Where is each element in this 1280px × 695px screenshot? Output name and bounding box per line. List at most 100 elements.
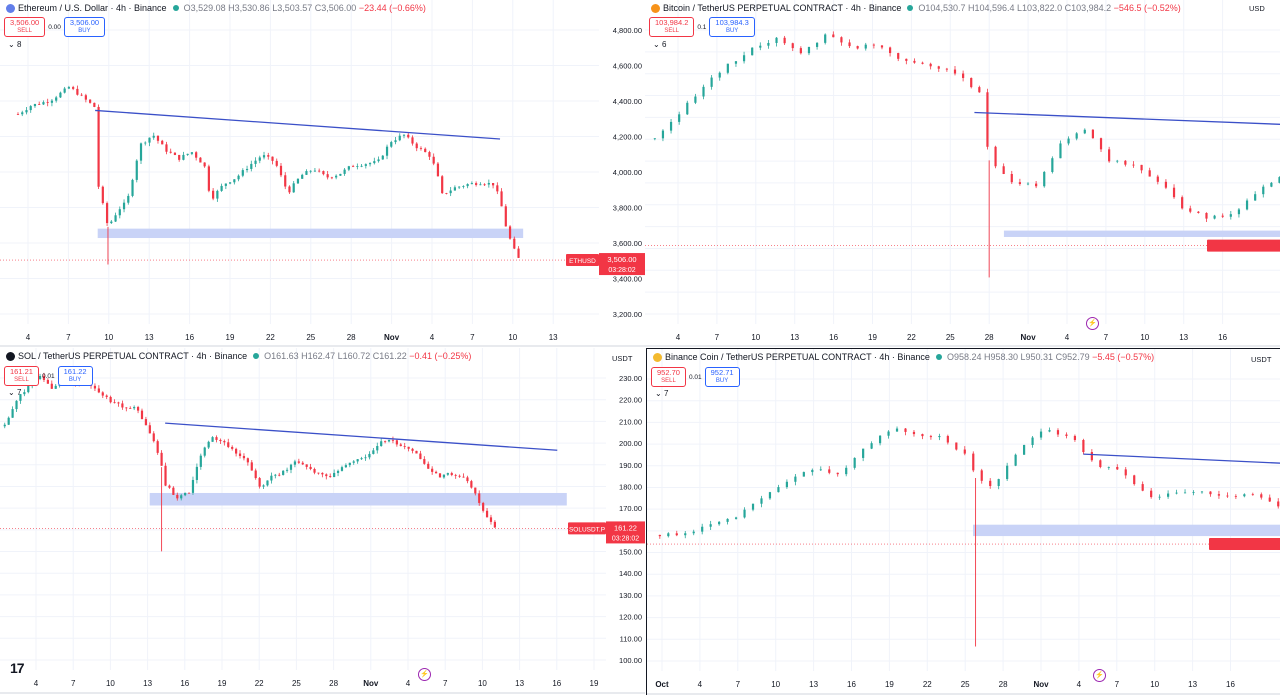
ohlc-values: O958.24 H958.30 L950.31 C952.79 −5.45 (−… xyxy=(946,352,1155,362)
candle-body xyxy=(929,63,932,67)
candle-body xyxy=(1035,183,1038,187)
indicators-toggle[interactable]: ⌄ 7 xyxy=(8,388,22,397)
candle-body xyxy=(415,143,418,149)
sell-button[interactable]: 161.21 SELL xyxy=(4,366,39,386)
ethereum-icon xyxy=(6,3,15,13)
currency-label[interactable]: USD xyxy=(1249,4,1265,13)
spread-value: 0.1 xyxy=(697,23,707,31)
candle-body xyxy=(267,155,270,157)
candle-body xyxy=(84,95,87,100)
indicators-toggle[interactable]: ⌄ 6 xyxy=(653,40,667,49)
indicators-toggle[interactable]: ⌄ 8 xyxy=(8,40,22,49)
candle-body xyxy=(262,155,266,158)
candle-body xyxy=(1260,494,1263,498)
lightning-icon[interactable]: ⚡ xyxy=(1093,669,1106,682)
candle-body xyxy=(678,114,681,122)
x-tick-label: 4 xyxy=(1077,680,1082,689)
x-tick-label: 4 xyxy=(676,333,681,342)
y-tick-label: 4,400.00 xyxy=(613,97,642,106)
candle-body xyxy=(785,481,789,488)
x-tick-label: 10 xyxy=(751,333,760,342)
x-tick-label: 7 xyxy=(71,679,76,688)
candle-body xyxy=(54,385,57,389)
symbol-tag xyxy=(1209,538,1280,551)
support-zone xyxy=(97,228,524,239)
tradingview-logo: 17 xyxy=(10,660,25,676)
chart-svg-eth[interactable]: 3,200.00 3,400.00 3,600.00 3,800.00 4,000.00… xyxy=(0,0,645,347)
candle-body xyxy=(669,121,673,131)
candle-body xyxy=(144,419,148,426)
y-tick-label: 3,600.00 xyxy=(613,239,642,248)
candle-body xyxy=(164,465,167,486)
candle-body xyxy=(50,100,54,103)
buy-button[interactable]: 3,506.00 BUY xyxy=(63,17,106,37)
x-tick-label: 19 xyxy=(226,333,235,342)
candle-body xyxy=(1270,182,1273,187)
chart-svg-bnb[interactable]: 728.00760.00790.00830.00870.00910.00950.… xyxy=(647,349,1280,695)
ohlc-values: O3,529.08 H3,530.86 L3,503.57 C3,506.00 … xyxy=(183,3,426,13)
candle-body xyxy=(29,106,32,111)
chart-svg-btc[interactable]: 98,000.0100,000.0102,000.0104,000.0106,0… xyxy=(645,0,1280,347)
candle-body xyxy=(1200,491,1204,493)
candle-body xyxy=(718,521,721,525)
candle-body xyxy=(872,44,875,46)
indicators-toggle[interactable]: ⌄ 7 xyxy=(655,389,669,398)
candle-body xyxy=(398,135,401,141)
candle-body xyxy=(424,148,427,153)
x-tick-label: Oct xyxy=(655,680,669,689)
candle-body xyxy=(219,439,222,442)
candle-body xyxy=(301,462,304,465)
candle-body xyxy=(832,34,835,38)
candle-body xyxy=(352,461,355,463)
candle-body xyxy=(1164,181,1168,188)
currency-label[interactable]: USDT xyxy=(612,354,633,363)
sell-button[interactable]: 103,984.2 SELL xyxy=(649,17,695,37)
candle-body xyxy=(1043,171,1046,187)
candle-body xyxy=(89,99,92,103)
candle-body xyxy=(195,466,198,480)
lightning-icon[interactable]: ⚡ xyxy=(1086,317,1099,330)
candle-body xyxy=(140,410,144,420)
buy-button[interactable]: 952.71 BUY xyxy=(704,367,740,387)
candle-body xyxy=(109,396,112,403)
x-tick-label: 16 xyxy=(1226,680,1235,689)
candle-body xyxy=(751,503,755,510)
x-tick-label: 19 xyxy=(885,680,894,689)
candle-body xyxy=(1108,149,1111,162)
candle-body xyxy=(423,459,426,464)
x-tick-label: 19 xyxy=(590,679,599,688)
x-tick-label: 7 xyxy=(715,333,720,342)
candle-body xyxy=(19,394,22,401)
x-tick-label: Nov xyxy=(1033,680,1049,689)
y-tick-label: 4,600.00 xyxy=(613,62,642,71)
candle-body xyxy=(27,386,30,393)
candle-body xyxy=(1140,164,1143,171)
candle-body xyxy=(905,58,908,61)
chart-panel-bnb[interactable]: 728.00760.00790.00830.00870.00910.00950.… xyxy=(646,348,1280,695)
candle-body xyxy=(862,448,865,458)
candle-body xyxy=(156,441,159,453)
sell-button[interactable]: 952.70 SELL xyxy=(651,367,686,387)
chart-svg-sol[interactable]: 100.00 110.00 120.00 130.00 140.00 150.00 16 0.… xyxy=(0,348,645,694)
candle-body xyxy=(794,476,797,482)
sell-button[interactable]: 3,506.00 SELL xyxy=(4,17,46,37)
candle-body xyxy=(136,407,140,411)
chart-panel-btc[interactable]: 98,000.0100,000.0102,000.0104,000.0106,0… xyxy=(645,0,1280,347)
candle-body xyxy=(458,475,461,477)
buy-button[interactable]: 161.22 BUY xyxy=(57,366,93,386)
currency-label[interactable]: USDT xyxy=(1251,355,1272,364)
price-tag xyxy=(606,521,645,544)
candle-body xyxy=(317,472,320,474)
candle-body xyxy=(220,185,223,191)
candle-body xyxy=(427,463,430,469)
chart-panel-eth[interactable]: 3,200.00 3,400.00 3,600.00 3,800.00 4,000.00… xyxy=(0,0,645,347)
chart-title: Binance Coin / TetherUS PERPETUAL CONTRA… xyxy=(665,352,930,362)
candle-body xyxy=(376,446,379,451)
buy-button[interactable]: 103,984.3 BUY xyxy=(709,17,755,37)
candle-body xyxy=(1234,496,1237,498)
candle-body xyxy=(133,407,136,409)
x-tick-label: 4 xyxy=(698,680,703,689)
lightning-icon[interactable]: ⚡ xyxy=(418,668,431,681)
y-tick-label: 4,200.00 xyxy=(613,133,642,142)
chart-panel-sol[interactable]: 100.00 110.00 120.00 130.00 140.00 150.00 16 0.… xyxy=(0,348,645,694)
